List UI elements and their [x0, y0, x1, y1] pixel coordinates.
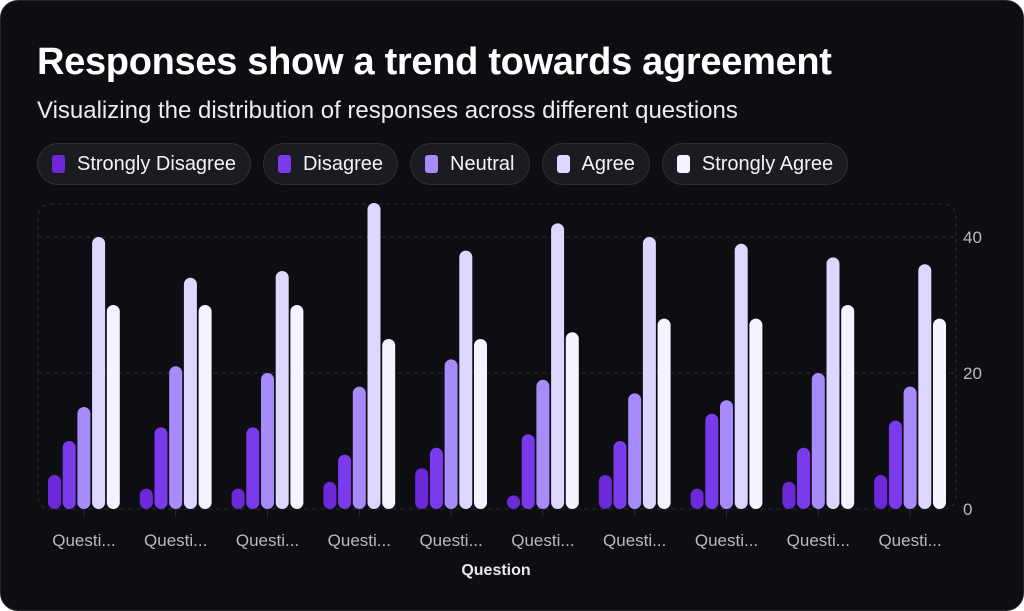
bar-strongly-agree [565, 332, 579, 509]
x-tick-label: Questi... [511, 531, 574, 550]
bar-agree [734, 243, 748, 510]
legend-item-disagree[interactable]: Disagree [262, 143, 399, 185]
bar-strongly-disagree [874, 475, 888, 509]
legend-item-agree[interactable]: Agree [541, 143, 650, 185]
bar-strongly-disagree [48, 475, 61, 509]
chart-subtitle: Visualizing the distribution of response… [37, 97, 738, 124]
bar-agree [918, 264, 932, 509]
y-tick-label: 0 [963, 500, 972, 519]
bar-neutral [261, 373, 274, 509]
bar-disagree [154, 427, 168, 509]
legend-label: Neutral [450, 152, 515, 175]
bar-disagree [888, 420, 902, 509]
bar-agree [642, 237, 656, 509]
x-tick-label: Questi... [52, 531, 115, 550]
legend-label: Strongly Disagree [77, 152, 236, 175]
x-tick-label: Questi... [603, 531, 666, 550]
bar-neutral [628, 393, 642, 509]
bar-disagree [705, 413, 719, 509]
bar-neutral [444, 359, 458, 509]
bar-agree [459, 250, 473, 509]
bar-agree [826, 257, 840, 509]
bar-strongly-disagree [415, 468, 429, 509]
bar-neutral [720, 400, 733, 509]
bar-disagree [62, 441, 76, 509]
x-tick-label: Questi... [236, 531, 299, 550]
x-tick-label: Questi... [144, 531, 207, 550]
bar-agree [183, 277, 197, 509]
legend-swatch [556, 155, 570, 173]
bar-neutral [536, 379, 550, 509]
bar-agree [551, 223, 565, 509]
bar-strongly-agree [382, 339, 396, 509]
bar-strongly-disagree [139, 488, 153, 509]
bar-disagree [613, 441, 627, 509]
bar-disagree [521, 434, 535, 509]
bar-disagree [246, 427, 260, 509]
x-tick-label: Questi... [695, 531, 758, 550]
bar-neutral [169, 366, 183, 509]
bar-strongly-disagree [231, 488, 245, 509]
legend-swatch [277, 155, 291, 173]
x-axis-label: Question [461, 562, 530, 579]
bar-strongly-agree [198, 305, 212, 509]
bar-strongly-agree [657, 318, 671, 509]
bar-neutral [77, 407, 91, 509]
bar-strongly-agree [290, 305, 304, 509]
bar-strongly-disagree [323, 481, 337, 509]
bar-strongly-agree [841, 305, 855, 509]
legend-swatch [52, 155, 65, 173]
bar-strongly-disagree [782, 481, 796, 509]
x-tick-label: Questi... [787, 531, 850, 550]
bar-disagree [338, 454, 352, 509]
bar-agree [367, 203, 381, 509]
legend-item-strongly-disagree[interactable]: Strongly Disagree [37, 143, 251, 185]
legend-item-strongly-agree[interactable]: Strongly Agree [661, 143, 849, 185]
bar-neutral [352, 386, 366, 509]
bar-strongly-disagree [598, 475, 612, 509]
legend-label: Strongly Agree [701, 152, 834, 175]
bar-agree [92, 237, 106, 509]
bar-neutral [903, 386, 917, 509]
bar-strongly-agree [749, 318, 763, 509]
x-tick-label: Questi... [878, 531, 941, 550]
bar-strongly-disagree [507, 495, 520, 509]
x-tick-label: Questi... [328, 531, 391, 550]
plot-frame [37, 203, 957, 510]
legend-label: Agree [581, 152, 635, 175]
legend-item-neutral[interactable]: Neutral [410, 143, 530, 185]
legend-swatch [425, 155, 439, 173]
bar-strongly-agree [474, 339, 487, 509]
bar-strongly-agree [106, 305, 120, 509]
legend-swatch [676, 155, 690, 173]
bar-agree [275, 271, 289, 509]
chart-title: Responses show a trend towards agreement [37, 41, 832, 83]
bar-disagree [797, 447, 811, 509]
legend-label: Disagree [302, 152, 384, 175]
bar-strongly-agree [933, 318, 946, 509]
y-tick-label: 20 [963, 364, 982, 383]
legend: Strongly Disagree Disagree Neutral Agree Str… [37, 143, 849, 185]
y-tick-label: 40 [963, 228, 982, 247]
bar-disagree [429, 447, 443, 509]
bar-strongly-disagree [690, 488, 704, 509]
bar-neutral [811, 373, 825, 509]
x-tick-label: Questi... [419, 531, 482, 550]
